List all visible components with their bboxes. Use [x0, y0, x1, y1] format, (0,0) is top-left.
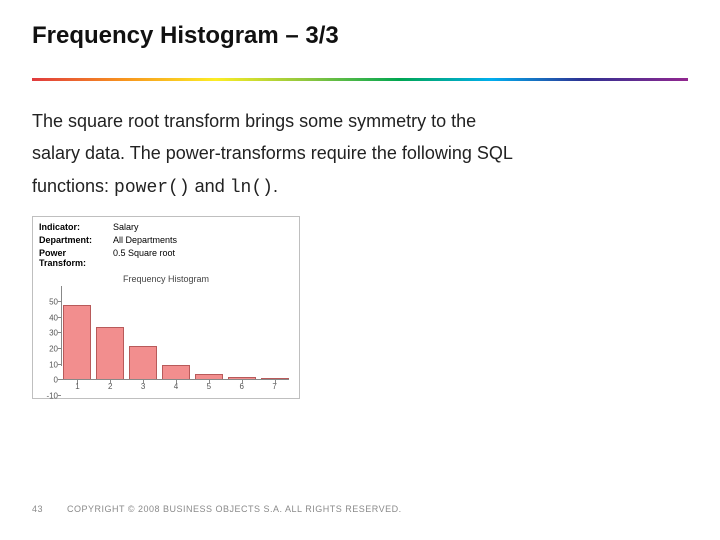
x-axis — [61, 379, 289, 380]
y-tick-label: 50 — [49, 297, 61, 306]
chart-meta: Indicator:SalaryDepartment:All Departmen… — [39, 222, 293, 268]
body-line-3c: . — [273, 176, 278, 196]
x-tick-label: 5 — [207, 380, 211, 391]
y-axis — [61, 286, 62, 366]
y-tick-label: 10 — [49, 360, 61, 369]
x-tick-label: 4 — [174, 380, 178, 391]
chart-area: -10010203040501234567 — [61, 286, 289, 394]
chart-title: Frequency Histogram — [39, 274, 293, 284]
body-line-2: salary data. The power-transforms requir… — [32, 143, 513, 163]
y-tick-label: 40 — [49, 313, 61, 322]
y-tick-label: 20 — [49, 344, 61, 353]
code-ln: ln() — [230, 178, 273, 198]
x-tick-label: 6 — [239, 380, 243, 391]
chart-meta-value: Salary — [113, 222, 139, 232]
histogram-bar — [96, 327, 124, 380]
chart-meta-value: All Departments — [113, 235, 177, 245]
chart-meta-value: 0.5 Square root — [113, 248, 175, 268]
body-line-3b: and — [190, 176, 230, 196]
histogram-bar — [63, 305, 91, 380]
slide: Frequency Histogram – 3/3 The square roo… — [0, 0, 720, 540]
copyright-text: COPYRIGHT © 2008 BUSINESS OBJECTS S.A. A… — [67, 504, 402, 514]
histogram-bar — [129, 346, 157, 380]
chart-meta-label: Power Transform: — [39, 248, 113, 268]
chart-meta-label: Indicator: — [39, 222, 113, 232]
chart-meta-row: Power Transform:0.5 Square root — [39, 248, 293, 268]
chart-panel: Indicator:SalaryDepartment:All Departmen… — [32, 216, 300, 399]
x-tick-label: 3 — [141, 380, 145, 391]
page-title: Frequency Histogram – 3/3 — [32, 22, 688, 50]
x-tick-label: 1 — [75, 380, 79, 391]
page-number: 43 — [32, 504, 64, 514]
chart-meta-row: Department:All Departments — [39, 235, 293, 245]
x-tick-label: 2 — [108, 380, 112, 391]
body-line-1: The square root transform brings some sy… — [32, 111, 476, 131]
histogram-bar — [162, 365, 190, 381]
chart-meta-row: Indicator:Salary — [39, 222, 293, 232]
x-tick-label: 7 — [272, 380, 276, 391]
divider-rainbow — [32, 78, 688, 81]
chart-plot: -10010203040501234567 — [61, 286, 289, 380]
body-paragraph: The square root transform brings some sy… — [32, 105, 688, 204]
y-tick-label: 30 — [49, 329, 61, 338]
y-tick-label: -10 — [46, 391, 61, 400]
body-line-3a: functions: — [32, 176, 114, 196]
code-power: power() — [114, 178, 190, 198]
chart-meta-label: Department: — [39, 235, 113, 245]
y-tick-label: 0 — [54, 376, 61, 385]
footer: 43 COPYRIGHT © 2008 BUSINESS OBJECTS S.A… — [32, 504, 402, 514]
